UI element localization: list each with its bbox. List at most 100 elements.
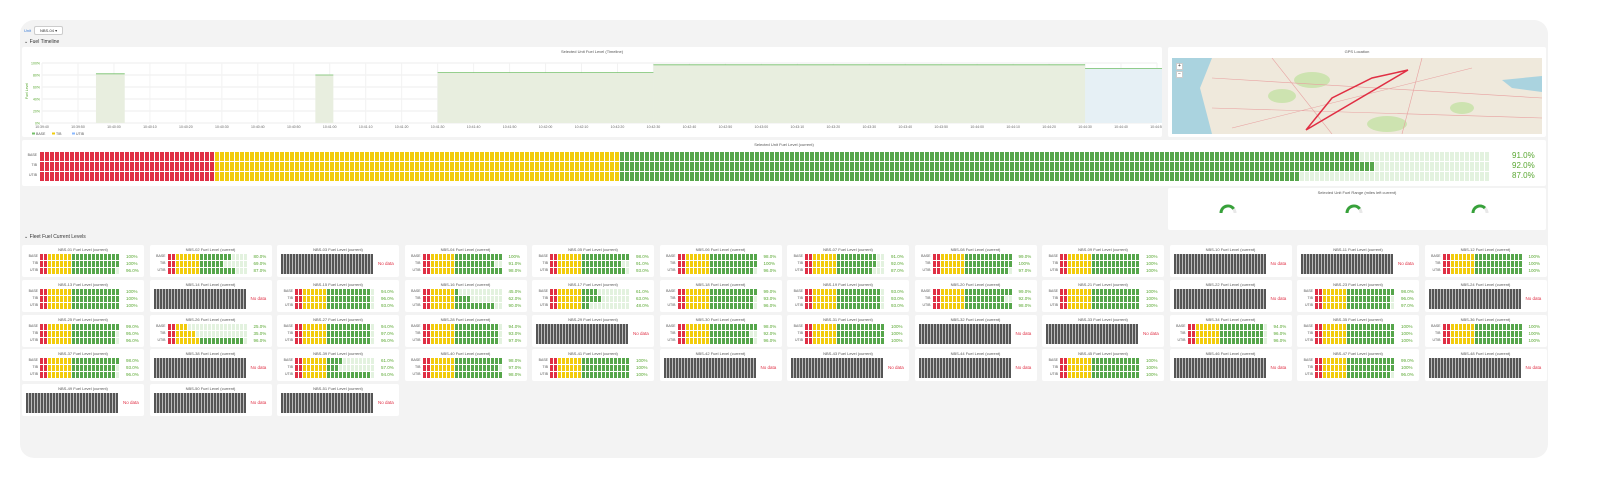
unit-row-label: TIB	[32, 261, 38, 265]
bar-cell	[800, 162, 804, 171]
map-zoom-out-button[interactable]: −	[1176, 71, 1183, 78]
bar-cell	[1383, 358, 1386, 365]
bar-cell	[371, 372, 374, 379]
bar-cell	[466, 261, 470, 267]
bar-cell	[116, 323, 119, 330]
bar-cell	[717, 337, 721, 344]
bar-cell	[446, 302, 450, 309]
bar-cell	[1430, 152, 1434, 161]
bar-cell	[466, 372, 470, 379]
bar-cell	[575, 172, 579, 181]
section-fuel-timeline[interactable]: ⌄ Fuel Timeline	[24, 39, 60, 45]
bar-cell	[936, 295, 940, 302]
bar-cell	[219, 337, 223, 344]
bar-cell	[586, 261, 589, 267]
bar-cell	[1315, 358, 1318, 365]
bar-row	[1060, 254, 1139, 260]
bar-cell	[211, 330, 215, 337]
bar-cell	[749, 295, 753, 302]
bar-cell	[335, 372, 338, 379]
bar-cell	[1435, 152, 1439, 161]
bar-cell	[956, 302, 960, 309]
bar-cell	[104, 330, 107, 337]
unit-row-value: 100%	[1401, 365, 1413, 371]
bar-cell	[319, 330, 322, 337]
bar-cell	[1275, 152, 1279, 161]
bar-cell	[695, 172, 699, 181]
map-zoom-in-button[interactable]: +	[1176, 63, 1183, 70]
bar-cell	[480, 172, 484, 181]
bar-cell	[1015, 172, 1019, 181]
bar-cell	[1470, 261, 1474, 267]
bar-cell	[602, 365, 605, 372]
bar-cell	[1510, 330, 1514, 337]
gps-map[interactable]	[1172, 58, 1542, 134]
bar-cell	[940, 254, 944, 260]
bar-cell	[108, 330, 111, 337]
bar-cell	[339, 323, 342, 330]
bar-cell	[1040, 152, 1044, 161]
bar-cell	[560, 152, 564, 161]
unit-row-label: TIB	[1435, 330, 1441, 335]
unit-row-label: TIB	[287, 295, 293, 300]
bar-cell	[618, 261, 621, 267]
fuel-area	[95, 73, 125, 123]
bar-cell	[905, 152, 909, 161]
bar-cell	[426, 358, 430, 365]
bar-cell	[1383, 323, 1386, 330]
unit-row-label: TIB	[32, 295, 38, 300]
bar-cell	[833, 302, 836, 309]
bar-cell	[1050, 152, 1054, 161]
section-fleet-fuel[interactable]: ⌄ Fleet Fuel Current Levels	[24, 234, 86, 240]
bar-cell	[1475, 162, 1479, 171]
bar-cell	[371, 302, 374, 309]
no-data-label: No data	[1270, 261, 1287, 266]
bar-cell	[359, 330, 362, 337]
bar-cell	[1243, 330, 1247, 337]
bar-cell	[1135, 162, 1139, 171]
unit-row-label: BASE	[1303, 323, 1313, 328]
bar-cell	[693, 337, 697, 344]
bar-row	[422, 358, 502, 365]
bar-cell	[100, 268, 103, 274]
unit-row-label: UTIB	[1432, 268, 1441, 272]
bar-cell	[68, 268, 71, 274]
legend-item: TIB	[56, 132, 62, 136]
bar-cell	[478, 254, 482, 260]
bar-cell	[1375, 162, 1379, 171]
bar-cell	[1125, 152, 1129, 161]
bar-cell	[1203, 337, 1207, 344]
unit-selector[interactable]: NBS-04 ▾	[34, 26, 64, 35]
bar-cell	[873, 254, 876, 260]
bar-row	[1315, 365, 1394, 372]
bar-cell	[327, 288, 330, 295]
bar-cell	[925, 172, 929, 181]
bar-cell	[1371, 330, 1374, 337]
bar-cell	[88, 261, 91, 267]
unit-row-label: UTIB	[285, 372, 293, 377]
bar-cell	[715, 162, 719, 171]
bar-cell	[434, 358, 438, 365]
bar-row	[550, 372, 629, 379]
timeline-chart[interactable]: 0%20%40%60%80%100%10:39:40 10:39:50 10:40:…	[22, 47, 1162, 137]
bar-cell	[52, 288, 55, 295]
bar-cell	[40, 152, 44, 161]
bar-cell	[112, 268, 115, 274]
bar-cell	[1474, 323, 1478, 330]
bar-cell	[1130, 152, 1134, 161]
bar-cell	[960, 152, 964, 161]
unit-row-label: BASE	[1048, 254, 1058, 258]
unit-row-label: TIB	[1052, 365, 1058, 370]
bar-cell	[185, 172, 189, 181]
bar-cell	[1335, 302, 1338, 309]
bar-cell	[295, 302, 298, 309]
bar-cell	[566, 295, 569, 302]
bar-cell	[440, 162, 444, 171]
unit-row-value: 98.0%	[508, 268, 522, 273]
bar-cell	[227, 261, 231, 267]
bar-cell	[745, 323, 749, 330]
bar-cell	[295, 323, 298, 330]
bar-cell	[1185, 162, 1189, 171]
unit-row-value: 100%	[891, 323, 903, 329]
bar-cell	[1339, 337, 1342, 344]
